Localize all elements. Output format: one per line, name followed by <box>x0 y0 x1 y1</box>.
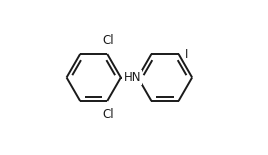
Text: I: I <box>185 48 188 60</box>
Text: Cl: Cl <box>102 34 114 46</box>
Text: Cl: Cl <box>102 108 114 121</box>
Text: HN: HN <box>123 71 141 84</box>
